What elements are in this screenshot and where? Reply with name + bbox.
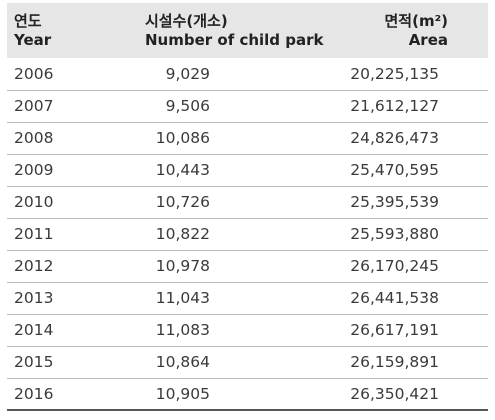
cell-area: 24,826,473 [350,129,439,147]
cell-year: 2015 [14,353,54,371]
header-area: 면적(m²) Area [213,3,488,58]
cell-year: 2010 [14,193,54,211]
cell-count: 11,043 [155,289,210,307]
table-body: 2006 9,029 20,225,135 2007 9,506 21,612,… [7,58,488,410]
cell-count: 9,029 [165,64,210,83]
cell-count: 10,726 [155,193,210,211]
header-year-en: Year [14,30,52,49]
cell-area: 25,395,539 [350,193,439,211]
cell-count: 10,905 [155,384,210,403]
table-row: 2016 10,905 26,350,421 [7,378,488,410]
cell-year: 2006 [14,64,54,83]
cell-area: 20,225,135 [350,64,439,83]
table-row: 2010 10,726 25,395,539 [7,186,488,218]
cell-area: 26,170,245 [350,257,439,275]
cell-year: 2011 [14,225,54,243]
table-row: 2007 9,506 21,612,127 [7,90,488,122]
cell-year: 2008 [14,129,54,147]
header-count: 시설수(개소) Number of child park [95,3,324,58]
cell-count: 10,864 [155,353,210,371]
cell-count: 9,506 [165,97,210,115]
cell-count: 10,978 [155,257,210,275]
table-row: 2015 10,864 26,159,891 [7,346,488,378]
cell-count: 10,822 [155,225,210,243]
table-row: 2008 10,086 24,826,473 [7,122,488,154]
table-row: 2013 11,043 26,441,538 [7,282,488,314]
cell-area: 25,593,880 [350,225,439,243]
table-row: 2006 9,029 20,225,135 [7,58,488,90]
header-year: 연도 Year [7,3,95,58]
cell-count: 10,086 [155,129,210,147]
cell-area: 26,617,191 [350,321,439,339]
header-area-en: Area [408,30,448,49]
table-header: 연도 Year 시설수(개소) Number of child park 면적(… [7,3,488,58]
child-park-table: 연도 Year 시설수(개소) Number of child park 면적(… [7,3,488,411]
table-row: 2014 11,083 26,617,191 [7,314,488,346]
cell-year: 2012 [14,257,54,275]
cell-count: 11,083 [155,321,210,339]
cell-year: 2016 [14,384,54,403]
cell-area: 21,612,127 [350,97,439,115]
cell-area: 26,350,421 [350,384,439,403]
cell-area: 26,159,891 [350,353,439,371]
cell-area: 26,441,538 [350,289,439,307]
header-area-ko: 면적(m²) [384,11,448,30]
header-count-en: Number of child park [145,30,324,49]
table-row: 2009 10,443 25,470,595 [7,154,488,186]
table-row: 2011 10,822 25,593,880 [7,218,488,250]
cell-year: 2013 [14,289,54,307]
cell-year: 2007 [14,97,54,115]
header-count-ko: 시설수(개소) [145,11,228,30]
cell-count: 10,443 [155,161,210,179]
cell-year: 2009 [14,161,54,179]
header-row: 연도 Year 시설수(개소) Number of child park 면적(… [7,3,488,58]
cell-area: 25,470,595 [350,161,439,179]
header-year-ko: 연도 [14,11,42,30]
table-row: 2012 10,978 26,170,245 [7,250,488,282]
cell-year: 2014 [14,321,54,339]
